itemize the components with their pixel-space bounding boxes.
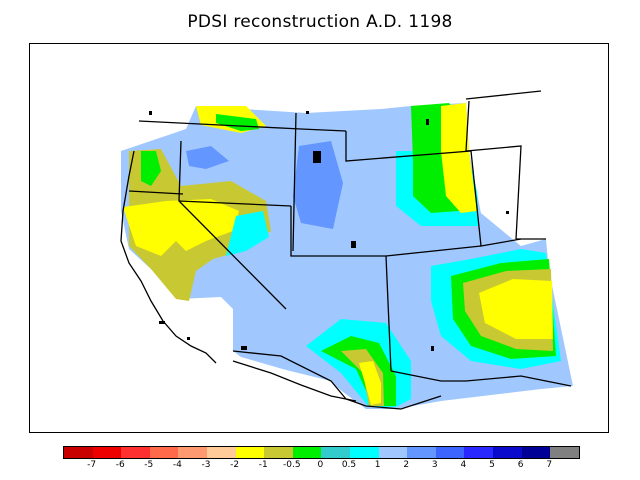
- colorbar-label: 7: [546, 460, 553, 470]
- state-tx: [441, 375, 572, 387]
- colorbar-label: -4: [172, 460, 182, 470]
- colorbar-label: -5: [144, 460, 154, 470]
- wet-c-blue: [293, 141, 343, 229]
- state-ne: [470, 150, 522, 247]
- state-wy: [345, 131, 472, 162]
- colorbar-label: 2: [403, 460, 410, 470]
- colorbar-box: [521, 447, 551, 458]
- wet-west-cyan: [226, 211, 269, 256]
- colorbar-box: [178, 447, 207, 458]
- colorbar-box: [407, 447, 436, 458]
- dry-west-yellow: [123, 199, 239, 256]
- wet-nw-blue: [186, 146, 229, 169]
- state-sd: [465, 100, 522, 240]
- colorbar-label: -2: [230, 460, 240, 470]
- dry-s-yellow: [359, 361, 381, 405]
- colorbar-label: 0.5: [341, 460, 357, 470]
- map-frame: [29, 43, 609, 433]
- colorbar-box: [121, 447, 150, 458]
- mask-ne: [469, 141, 521, 246]
- state-ut: [290, 206, 386, 257]
- colorbar: [63, 446, 580, 459]
- colorbar-box: [206, 447, 236, 458]
- state-id-nv: [178, 200, 292, 207]
- lakes-islands: [149, 111, 509, 351]
- colorbar-label: 6: [517, 460, 524, 470]
- colorbar-box: [292, 447, 322, 458]
- colorbar-label: 0: [317, 460, 324, 470]
- map-title: PDSI reconstruction A.D. 1198: [187, 12, 453, 32]
- mask-sw: [233, 357, 361, 421]
- pdsi-field: [120, 90, 573, 421]
- colorbar-label: -3: [201, 460, 211, 470]
- colorbar-box: [550, 447, 579, 458]
- state-co: [385, 245, 482, 257]
- colorbar-box: [149, 447, 179, 458]
- colorbar-label: -0.5: [283, 460, 301, 470]
- colorbar-box: [378, 447, 408, 458]
- dry-n-yellow: [441, 103, 477, 213]
- colorbar-label: -6: [115, 460, 125, 470]
- mexico-border: [232, 350, 442, 410]
- state-or-ca: [128, 190, 184, 195]
- colorbar-label: 1: [374, 460, 381, 470]
- colorbar-box: [435, 447, 465, 458]
- border-canada: [138, 120, 347, 132]
- colorbar-box: [349, 447, 379, 458]
- colorbar-box: [264, 447, 293, 458]
- boundaries: [120, 90, 572, 410]
- colorbar-label: 5: [489, 460, 495, 470]
- colorbar-box: [92, 447, 122, 458]
- colorbar-box: [464, 447, 493, 458]
- colorbar-labels: -7 -6 -5 -4 -3 -2 -1 -0.5 0 0.5 1 2 3 4 5 6 7: [63, 460, 579, 474]
- colorbar-label: -7: [87, 460, 97, 470]
- dry-e-yellow: [479, 279, 553, 339]
- colorbar-label: -1: [258, 460, 268, 470]
- colorbar-box: [492, 447, 522, 458]
- colorbar-label: 4: [460, 460, 467, 470]
- state-nm-tx: [390, 370, 442, 382]
- colorbar-label: 3: [431, 460, 438, 470]
- colorbar-box: [321, 447, 350, 458]
- wet-west-green: [141, 151, 161, 186]
- pdsi-map: [120, 90, 573, 421]
- colorbar-box: [64, 447, 93, 458]
- colorbar-box: [235, 447, 265, 458]
- coastline-pacific: [120, 150, 217, 364]
- state-az-nm: [385, 255, 392, 372]
- state-id-mt: [292, 112, 297, 252]
